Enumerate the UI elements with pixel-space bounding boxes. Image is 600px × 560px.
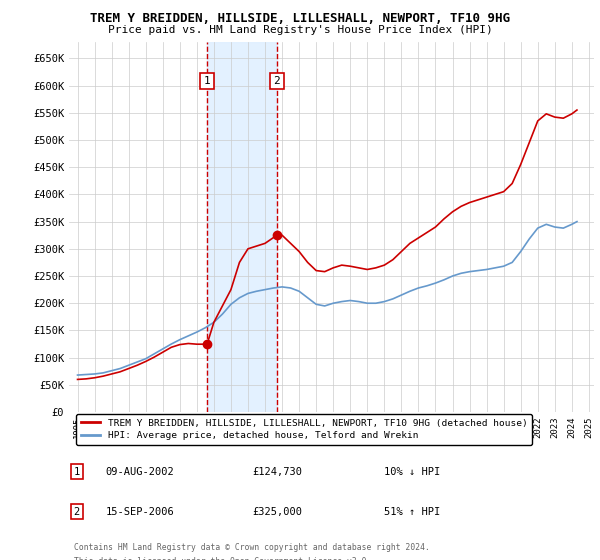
Text: 51% ↑ HPI: 51% ↑ HPI — [384, 507, 440, 517]
Text: £325,000: £325,000 — [253, 507, 303, 517]
Text: Contains HM Land Registry data © Crown copyright and database right 2024.: Contains HM Land Registry data © Crown c… — [74, 543, 430, 552]
Text: 10% ↓ HPI: 10% ↓ HPI — [384, 467, 440, 477]
Text: 2: 2 — [74, 507, 80, 517]
Text: £124,730: £124,730 — [253, 467, 303, 477]
Text: 2: 2 — [274, 76, 280, 86]
Text: 15-SEP-2006: 15-SEP-2006 — [106, 507, 175, 517]
Bar — [207, 42, 277, 412]
Text: This data is licensed under the Open Government Licence v3.0.: This data is licensed under the Open Gov… — [74, 557, 371, 560]
Text: 1: 1 — [203, 76, 211, 86]
Text: 09-AUG-2002: 09-AUG-2002 — [106, 467, 175, 477]
Text: Price paid vs. HM Land Registry's House Price Index (HPI): Price paid vs. HM Land Registry's House … — [107, 25, 493, 35]
Legend: TREM Y BREIDDEN, HILLSIDE, LILLESHALL, NEWPORT, TF10 9HG (detached house), HPI: : TREM Y BREIDDEN, HILLSIDE, LILLESHALL, N… — [76, 414, 532, 445]
Text: TREM Y BREIDDEN, HILLSIDE, LILLESHALL, NEWPORT, TF10 9HG: TREM Y BREIDDEN, HILLSIDE, LILLESHALL, N… — [90, 12, 510, 25]
Text: 1: 1 — [74, 467, 80, 477]
